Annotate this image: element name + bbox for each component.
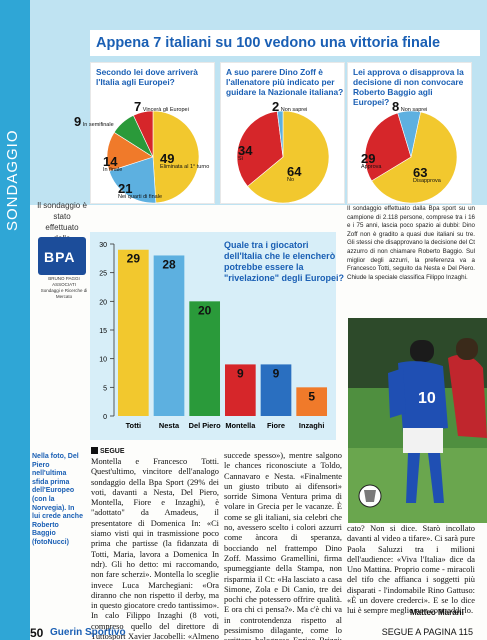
bar-chart: 0 5 10 15 20 25 30 29 Totti 28 Nesta 20 Del Piero 9 Mo… — [90, 232, 336, 440]
bar-value-label-1: 28 — [162, 257, 176, 271]
y-tick-label-5: 25 — [99, 271, 107, 278]
continued-on: SEGUE A PAGINA 115 — [381, 627, 473, 637]
poll-question-2: A suo parere Dino Zoff è l'allenatore pi… — [226, 67, 344, 97]
y-tick-label-6: 30 — [99, 242, 107, 249]
pie-slice-4 — [133, 110, 154, 158]
article-column-2: succede spesso»), mentre salgono le chan… — [224, 451, 342, 640]
pie1-label-vincera: 7 Vincerà gli Europei — [134, 99, 189, 114]
bar-category-label-5: Inzaghi — [299, 421, 324, 430]
pie2-label-nonsaprei: 2 Non saprei — [272, 99, 308, 114]
bar-montella — [225, 364, 256, 416]
pie-slice-0 — [152, 110, 200, 204]
bar-category-label-3: Montella — [225, 421, 256, 430]
bar-value-label-3: 9 — [237, 366, 244, 380]
author-name: Matteo Marani — [410, 608, 464, 617]
y-tick-label-3: 15 — [99, 328, 107, 335]
pie2-label-no: 64 No — [287, 164, 302, 183]
magazine-name: Guerin Sportivo — [50, 627, 126, 638]
bar-totti — [118, 249, 149, 416]
bar-fiore — [260, 364, 292, 416]
pie1-label-semifinale: 9 In semifinale — [74, 114, 114, 129]
pie1-label-quarti: 21 Nei quarti di finale — [118, 181, 163, 200]
methodology-text: Il sondaggio effettuato dalla Bpa sport … — [347, 205, 475, 281]
pie3-label-disapprova: 63 Disapprova — [413, 165, 441, 184]
bar-value-label-2: 20 — [198, 303, 212, 317]
bar-category-label-2: Del Piero — [189, 421, 222, 430]
pie3-label-approva: 29 Approva — [361, 151, 382, 170]
pie-slice-0 — [247, 110, 330, 204]
pie-chart-2 — [236, 110, 330, 204]
bpa-subtitle: BRUNO PAGGI ASSOCIATI Sondaggi e Ricerche… — [40, 276, 88, 299]
article-column-3: cato? Non si dice. Starò incollato davan… — [347, 524, 475, 616]
bar-value-label-5: 5 — [308, 389, 315, 403]
bar-nesta — [153, 255, 185, 416]
bar-chart-question: Quale tra i giocatori dell'Italia che le… — [224, 240, 345, 283]
pie-slice-2 — [397, 110, 421, 158]
pie-slice-0 — [371, 111, 458, 204]
y-tick-label-0: 0 — [103, 414, 107, 421]
pie1-label-finale: 14 In finale — [103, 154, 123, 173]
pie-slice-1 — [236, 111, 284, 187]
pie-chart-1 — [106, 110, 200, 204]
pie1-label-eliminata: 49 Eliminata al 1° turno — [160, 151, 210, 170]
segue-marker: SEGUE — [91, 447, 125, 455]
pie3-label-nonsaprei: 8 Non saprei — [392, 99, 428, 114]
poll-question-3: Lei approva o disapprova la decisione di… — [353, 67, 464, 107]
bar-category-label-1: Nesta — [159, 421, 180, 430]
poll-question-1: Secondo lei dove arriverà l'Italia agli … — [96, 67, 198, 87]
article-column-1: Montella e Francesco Totti. Quest'ultimo… — [91, 457, 219, 640]
football-photo: 10 — [348, 318, 487, 523]
pie2-label-si: 34 Sì — [238, 143, 253, 162]
bar-del-piero — [189, 301, 221, 416]
y-tick-label-2: 10 — [99, 357, 107, 364]
bar-inzaghi — [296, 387, 328, 416]
pie-slice-1 — [364, 112, 412, 182]
bar-value-label-0: 29 — [127, 252, 141, 266]
y-tick-label-1: 5 — [103, 385, 107, 392]
bar-category-label-0: Totti — [126, 421, 141, 430]
svg-text:10: 10 — [418, 390, 436, 407]
y-tick-label-4: 20 — [99, 299, 107, 306]
bar-value-label-4: 9 — [273, 366, 280, 380]
pie-slice-1 — [108, 156, 157, 204]
pie-slice-2 — [276, 110, 284, 158]
left-strip: SONDAGGIO — [0, 0, 30, 640]
pie-chart-3 — [364, 110, 458, 204]
headline: Appena 7 italiani su 100 vedono una vitt… — [90, 30, 480, 77]
bar-category-label-4: Fiore — [267, 421, 285, 430]
section-label: SONDAGGIO — [4, 129, 21, 231]
page-number: 50 — [30, 626, 44, 640]
bpa-logo: BPA — [38, 237, 86, 275]
photo-caption: Nella foto, Del Piero nell'ultima sfida … — [32, 453, 83, 546]
